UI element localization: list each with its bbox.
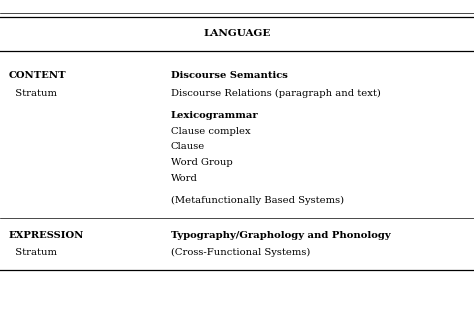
Text: (Metafunctionally Based Systems): (Metafunctionally Based Systems): [171, 196, 344, 205]
Text: Typography/Graphology and Phonology: Typography/Graphology and Phonology: [171, 231, 390, 240]
Text: Discourse Semantics: Discourse Semantics: [171, 71, 288, 80]
Text: Clause complex: Clause complex: [171, 127, 250, 136]
Text: CONTENT: CONTENT: [9, 71, 66, 80]
Text: Clause: Clause: [171, 143, 205, 151]
Text: Stratum: Stratum: [9, 89, 56, 98]
Text: Lexicogrammar: Lexicogrammar: [171, 111, 258, 120]
Text: (Cross-Functional Systems): (Cross-Functional Systems): [171, 248, 310, 257]
Text: Word Group: Word Group: [171, 158, 232, 167]
Text: EXPRESSION: EXPRESSION: [9, 231, 84, 240]
Text: Discourse Relations (paragraph and text): Discourse Relations (paragraph and text): [171, 89, 381, 98]
Text: Word: Word: [171, 174, 198, 183]
Text: Stratum: Stratum: [9, 248, 56, 257]
Text: LANGUAGE: LANGUAGE: [203, 29, 271, 38]
